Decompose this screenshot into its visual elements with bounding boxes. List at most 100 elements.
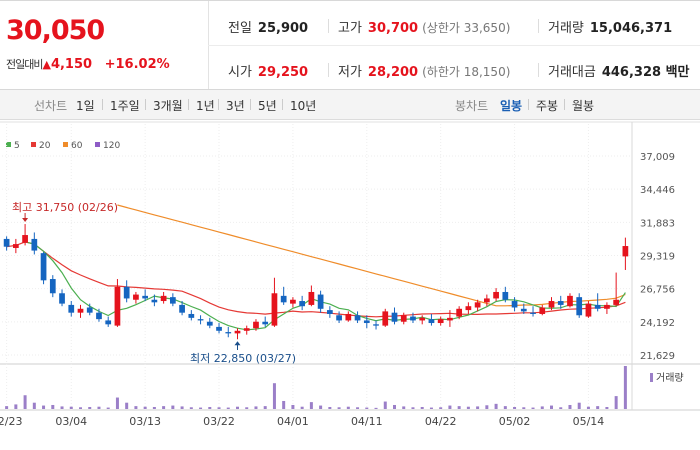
divider: [538, 19, 539, 33]
volume-bar: [522, 407, 526, 409]
candle: [225, 326, 232, 338]
volume-bar: [568, 404, 572, 409]
tab-1w[interactable]: 1주일: [110, 99, 140, 113]
volume-bar: [550, 405, 553, 409]
candle: [520, 303, 527, 314]
candle: [400, 312, 407, 325]
tab-1y[interactable]: 1년: [196, 99, 215, 113]
candle: [410, 312, 416, 324]
candle: [465, 302, 472, 314]
volume-bar: [32, 402, 36, 409]
tab-5y[interactable]: 5년: [258, 99, 277, 113]
candle: [557, 295, 564, 309]
candle: [290, 297, 296, 308]
current-price: 30,050: [6, 15, 105, 46]
candle: [169, 293, 176, 307]
candle: [188, 310, 195, 321]
candle: [59, 289, 65, 307]
day-low: 저가 28,200 (하한가 18,150): [338, 65, 511, 80]
volume-bar: [485, 405, 489, 409]
legend-swatch: [31, 142, 36, 147]
volume-bar: [623, 366, 627, 409]
candle: [502, 286, 509, 303]
volume-bar: [5, 406, 9, 409]
candle: [419, 315, 426, 325]
candle: [22, 224, 28, 246]
divider: [328, 19, 329, 33]
tab-daily[interactable]: 일봉: [500, 99, 523, 113]
high-arrow-icon: [22, 218, 29, 223]
annotation-low: 최저 22,850 (03/27): [190, 352, 296, 365]
x-tick-label: 04/11: [351, 415, 383, 428]
candle: [96, 308, 102, 322]
volume-stat: 거래량 15,046,371: [548, 21, 673, 36]
annotation-high: 최고 31,750 (02/26): [12, 201, 118, 214]
volume-bar: [60, 406, 64, 409]
volume-bar: [42, 405, 46, 409]
volume-bar: [51, 404, 55, 409]
candle: [493, 288, 499, 302]
volume-bar: [226, 407, 230, 409]
candle: [197, 315, 204, 325]
volume-bar: [236, 406, 239, 409]
volume-bar: [245, 407, 249, 409]
volume-bar: [513, 406, 517, 409]
legend-ma120: 120: [95, 141, 120, 151]
volume-bar: [402, 406, 406, 409]
volume-bar: [79, 407, 82, 409]
candle: [160, 291, 167, 304]
candle: [585, 301, 592, 318]
candle: [539, 304, 546, 316]
candle: [373, 320, 379, 330]
candle: [604, 302, 610, 314]
x-tick-label: 05/14: [573, 415, 605, 428]
volume-bar: [254, 406, 258, 409]
volume-bar: [466, 406, 470, 409]
volume-bar: [143, 406, 147, 409]
legend-ma60: 60: [63, 141, 82, 151]
candle: [474, 299, 481, 312]
candle: [483, 294, 490, 307]
quote-panel: 30,050 전일대비▲4,150 +16.02% 전일 25,900 고가 30,…: [0, 0, 700, 90]
volume-bar: [152, 406, 156, 409]
tab-1d[interactable]: 1일: [76, 99, 95, 113]
candle: [86, 303, 93, 316]
x-tick-label: 03/22: [203, 415, 235, 428]
volume-bar: [328, 406, 332, 409]
volume-bar: [125, 402, 129, 409]
y-tick-label: 37,009: [640, 152, 675, 163]
day-high: 고가 30,700 (상한가 33,650): [338, 21, 511, 36]
candle: [326, 306, 333, 318]
tab-weekly[interactable]: 주봉: [536, 99, 559, 113]
volume-bar: [494, 403, 498, 409]
volume-bar: [540, 406, 544, 409]
candle: [40, 251, 47, 285]
candle: [179, 301, 185, 316]
candle: [271, 277, 278, 327]
tab-3y[interactable]: 3년: [226, 99, 245, 113]
candle: [280, 286, 287, 305]
tab-10y[interactable]: 10년: [290, 99, 317, 113]
moving-average-lines: [6, 204, 626, 331]
candle: [234, 328, 241, 340]
x-axis-labels: 02/23 03/04 03/13 03/22 04/01 04/11 04/22 05/02…: [0, 415, 604, 428]
candle: [345, 311, 352, 322]
volume-bar: [337, 407, 341, 409]
candle: [382, 308, 389, 327]
candle: [456, 306, 463, 320]
volume-bar: [291, 404, 295, 409]
volume-series: [5, 366, 653, 409]
tab-3m[interactable]: 3개월: [153, 99, 183, 113]
volume-bar: [577, 402, 581, 409]
volume-bar: [365, 407, 369, 409]
candle: [336, 311, 342, 324]
volume-bar: [263, 406, 267, 409]
volume-bar: [199, 407, 203, 409]
volume-bar: [374, 407, 378, 409]
x-tick-label: 02/23: [0, 415, 22, 428]
tab-monthly[interactable]: 월봉: [572, 99, 595, 113]
volume-bar: [420, 406, 424, 409]
x-tick-label: 05/02: [499, 415, 531, 428]
y-axis-labels: 37,009 34,446 31,883 29,319 26,756 24,192 21,6…: [640, 152, 675, 362]
volume-bar: [162, 406, 166, 409]
